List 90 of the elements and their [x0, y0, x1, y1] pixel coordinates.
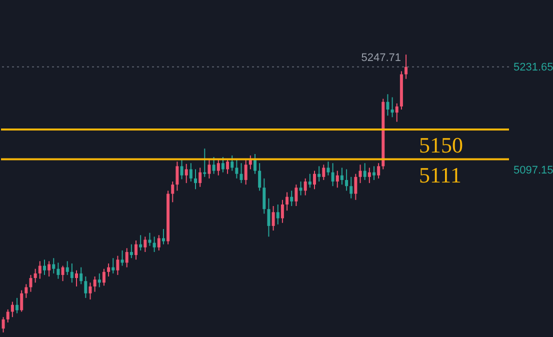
candlestick	[38, 260, 42, 280]
candlestick	[148, 232, 152, 246]
candlestick	[24, 284, 28, 298]
candlestick	[98, 272, 101, 288]
candlestick	[184, 163, 188, 184]
candlestick	[116, 255, 120, 276]
candlestick	[48, 260, 51, 277]
candlestick	[42, 259, 46, 276]
candlestick	[130, 244, 133, 259]
candlestick	[16, 297, 19, 314]
candlestick	[125, 248, 128, 268]
candlestick	[368, 167, 371, 184]
ref-line-label: 5111	[419, 162, 462, 188]
candlestick	[244, 160, 248, 186]
candlestick	[102, 268, 106, 286]
candlestick	[308, 173, 312, 188]
candlestick	[258, 162, 262, 192]
candlestick	[372, 166, 376, 180]
candlestick	[180, 160, 184, 180]
candlestick	[75, 270, 78, 287]
candlestick	[189, 162, 192, 182]
candlestick	[93, 276, 96, 292]
candlestick	[29, 274, 32, 292]
candlestick	[162, 228, 165, 245]
candlestick	[34, 268, 37, 284]
candlestick	[358, 164, 362, 184]
candlestick	[52, 258, 56, 274]
candlestick	[80, 266, 83, 285]
candlestick	[336, 170, 339, 188]
candlestick	[70, 262, 74, 284]
candlestick	[404, 54, 408, 80]
candlestick	[84, 276, 88, 298]
candlestick	[212, 156, 216, 174]
candlestick	[276, 204, 280, 225]
y-tick-label: 5231.65	[514, 61, 553, 74]
candlestick	[262, 178, 266, 214]
candlestick	[216, 158, 220, 176]
candlestick	[194, 168, 198, 190]
candlestick	[107, 262, 110, 277]
candlestick	[20, 290, 24, 312]
candlestick	[294, 184, 298, 207]
candlestick	[272, 206, 275, 232]
candlestick	[312, 170, 316, 190]
candlestick	[318, 166, 321, 182]
candlestick	[66, 260, 69, 276]
candlestick	[377, 162, 380, 179]
candlestick	[331, 162, 334, 187]
candlestick	[176, 161, 179, 192]
candlestick	[139, 234, 142, 251]
candlestick	[88, 282, 92, 300]
candlestick	[152, 236, 156, 252]
candlestick	[290, 190, 294, 207]
candlestick	[345, 168, 348, 192]
candlestick	[198, 167, 202, 188]
candlestick	[280, 199, 284, 224]
candlestick	[226, 158, 230, 174]
candlestick	[56, 262, 60, 280]
candlestick	[144, 236, 147, 252]
y-tick-label: 5097.15	[514, 164, 553, 176]
candlestick	[240, 162, 243, 184]
candlestick	[363, 162, 366, 180]
candlestick	[208, 160, 211, 179]
ref-line-label: 5150	[419, 132, 463, 158]
candlestick	[354, 173, 358, 200]
candlestick	[267, 198, 270, 238]
candlestick	[322, 164, 326, 180]
candlestick	[350, 176, 353, 199]
candlestick	[254, 153, 256, 174]
candlestick	[157, 234, 160, 251]
candlestick	[390, 96, 394, 118]
candlestick	[120, 250, 124, 266]
candlestick	[230, 154, 234, 172]
candlestick	[112, 258, 115, 274]
candlestick	[326, 161, 330, 176]
candlestick	[299, 181, 302, 196]
candlestick	[386, 94, 390, 116]
candlestick	[286, 192, 289, 212]
candlestick	[221, 156, 224, 173]
candlestick	[171, 181, 174, 203]
candlestick	[340, 167, 344, 186]
candlestick	[10, 301, 14, 318]
candlestick	[395, 102, 398, 122]
candlestick	[235, 158, 238, 179]
candlestick	[304, 178, 307, 196]
candlestick	[6, 308, 10, 323]
candlestick	[203, 148, 206, 178]
annotation: 5247.71	[361, 52, 401, 64]
candlestick	[61, 265, 64, 282]
candlestick	[2, 316, 5, 333]
candlestick	[134, 240, 138, 260]
